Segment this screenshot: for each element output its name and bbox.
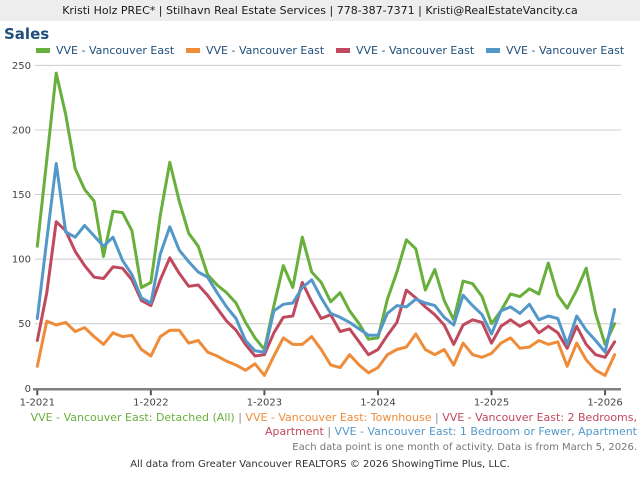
legend-item-3[interactable]: VVE - Vancouver East: [486, 43, 636, 58]
footer-attribution: All data from Greater Vancouver REALTORS…: [130, 459, 510, 470]
legend-item-0[interactable]: VVE - Vancouver East: [36, 43, 186, 58]
series-line-2: [35, 220, 617, 359]
y-axis-label-50: 50: [18, 319, 31, 330]
footer-note-separator: |: [431, 411, 443, 424]
page-title: Sales: [4, 25, 50, 43]
series-line-0: [35, 71, 617, 351]
legend-item-label: VVE - Vancouver East: [206, 44, 325, 57]
footer-series-name: VVE - Vancouver East: Detached (All): [30, 411, 235, 424]
sales-line-chart: 0 50 100 150 200 250 1-2021 1-2022 1-2023 1-2024 1…: [12, 61, 623, 408]
legend-swatch-icon: [186, 48, 200, 53]
contact-header-text: Kristi Holz PREC* | Stilhavn Real Estate…: [62, 4, 578, 17]
y-axis-label-200: 200: [12, 125, 31, 136]
footer-series-name: VVE - Vancouver East: 2 Bedrooms, Apartm…: [264, 411, 637, 438]
y-axis-label-150: 150: [12, 190, 31, 201]
x-axis-label-1-2024: 1-2024: [360, 397, 395, 408]
legend-item-1[interactable]: VVE - Vancouver East: [186, 43, 336, 58]
x-axis-label-1-2021: 1-2021: [20, 397, 55, 408]
legend-item-label: VVE - Vancouver East: [356, 44, 475, 57]
legend-item-label: VVE - Vancouver East: [506, 44, 625, 57]
footer-data-note: Each data point is one month of activity…: [292, 442, 637, 453]
y-axis-label-100: 100: [12, 255, 31, 266]
footer-note-separator: |: [323, 425, 335, 438]
legend-item-2[interactable]: VVE - Vancouver East: [336, 43, 486, 58]
contact-header-bar: Kristi Holz PREC* | Stilhavn Real Estate…: [0, 0, 640, 21]
legend-swatch-icon: [336, 48, 350, 53]
y-axis-label-250: 250: [12, 61, 31, 72]
footer-series-name: VVE - Vancouver East: 1 Bedroom or Fewer…: [334, 425, 637, 438]
x-axis-label-1-2025: 1-2025: [474, 397, 509, 408]
x-axis-label-1-2022: 1-2022: [133, 397, 168, 408]
legend-swatch-icon: [486, 48, 500, 53]
y-axis-label-0: 0: [25, 384, 31, 395]
footer-series-name: VVE - Vancouver East: Townhouse: [245, 411, 432, 424]
legend: VVE - Vancouver East VVE - Vancouver East…: [36, 43, 636, 58]
x-axis-label-1-2026: 1-2026: [587, 397, 622, 408]
legend-item-label: VVE - Vancouver East: [56, 44, 175, 57]
x-axis-label-1-2023: 1-2023: [247, 397, 282, 408]
footer-series-note: VVE - Vancouver East: Detached (All) | V…: [30, 411, 637, 439]
footer-note-separator: |: [234, 411, 246, 424]
series-line-3: [35, 162, 617, 354]
series-line-1: [35, 319, 617, 377]
legend-swatch-icon: [36, 48, 50, 53]
